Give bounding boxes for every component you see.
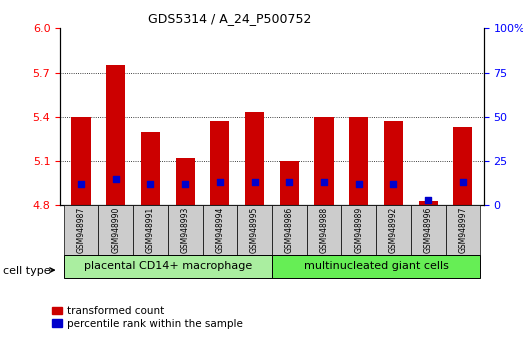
Bar — [314, 117, 334, 205]
Bar — [419, 201, 438, 205]
Bar — [210, 121, 230, 205]
Point — [181, 181, 189, 187]
Point — [424, 197, 433, 203]
Bar — [202, 205, 237, 255]
Text: GSM948987: GSM948987 — [76, 207, 85, 253]
Text: GSM948994: GSM948994 — [215, 207, 224, 253]
Text: GSM948986: GSM948986 — [285, 207, 294, 253]
Point — [355, 181, 363, 187]
Text: GSM948988: GSM948988 — [320, 207, 328, 253]
Text: GSM948989: GSM948989 — [354, 207, 363, 253]
Bar — [453, 127, 472, 205]
Text: GSM948990: GSM948990 — [111, 207, 120, 253]
Bar — [245, 113, 264, 205]
Bar — [349, 117, 368, 205]
Text: GSM948996: GSM948996 — [424, 207, 433, 253]
Text: GSM948993: GSM948993 — [180, 207, 190, 253]
Text: GSM948991: GSM948991 — [146, 207, 155, 253]
Bar — [106, 65, 125, 205]
Bar — [376, 205, 411, 255]
Bar — [342, 205, 376, 255]
Bar — [446, 205, 480, 255]
Point — [111, 176, 120, 182]
Bar — [133, 205, 168, 255]
Point — [146, 181, 155, 187]
Text: GSM948995: GSM948995 — [250, 207, 259, 253]
Text: GSM948992: GSM948992 — [389, 207, 398, 253]
Point — [320, 179, 328, 185]
Bar — [306, 205, 342, 255]
Text: GSM948997: GSM948997 — [459, 207, 468, 253]
Point — [251, 179, 259, 185]
Text: multinucleated giant cells: multinucleated giant cells — [304, 261, 449, 272]
Text: GDS5314 / A_24_P500752: GDS5314 / A_24_P500752 — [149, 12, 312, 25]
Text: cell type: cell type — [3, 266, 50, 276]
Bar — [141, 132, 160, 205]
Point — [459, 179, 467, 185]
Bar — [64, 255, 272, 278]
Point — [285, 179, 293, 185]
Bar — [168, 205, 202, 255]
Point — [215, 179, 224, 185]
Bar — [272, 205, 306, 255]
Bar — [64, 205, 98, 255]
Bar — [72, 117, 90, 205]
Legend: transformed count, percentile rank within the sample: transformed count, percentile rank withi… — [52, 306, 243, 329]
Bar — [98, 205, 133, 255]
Point — [389, 181, 397, 187]
Bar — [384, 121, 403, 205]
Bar — [411, 205, 446, 255]
Bar — [280, 161, 299, 205]
Bar — [237, 205, 272, 255]
Point — [77, 181, 85, 187]
Text: placental CD14+ macrophage: placental CD14+ macrophage — [84, 261, 252, 272]
Bar — [176, 158, 195, 205]
Bar — [272, 255, 480, 278]
